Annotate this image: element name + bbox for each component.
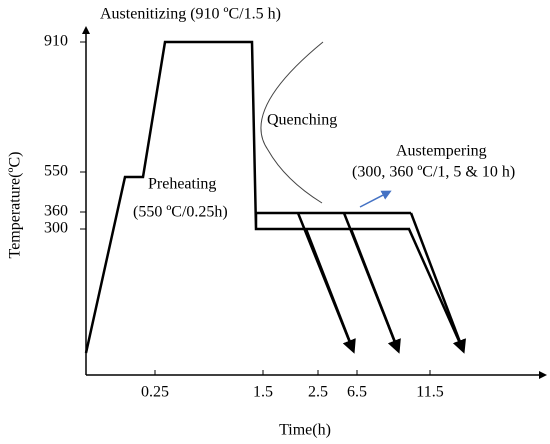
x-tick-label: 1.5 xyxy=(253,384,273,401)
x-tick-label: 0.25 xyxy=(141,384,169,401)
annotation: (550 ºC/0.25h) xyxy=(133,204,228,221)
annotation: Austempering xyxy=(396,143,487,160)
x-tick-label: 11.5 xyxy=(416,384,443,401)
title: Austenitizing (910 ºC/1.5 h) xyxy=(100,6,281,23)
x-axis-label: Time(h) xyxy=(279,422,331,439)
y-tick-label: 910 xyxy=(44,33,68,50)
annotation: Quenching xyxy=(267,112,337,129)
y-tick-label: 300 xyxy=(44,220,68,237)
y-tick-label: 550 xyxy=(44,163,68,180)
cooling-lines xyxy=(296,212,466,354)
y-axis-label: Temperature(ºC) xyxy=(7,152,24,259)
x-tick-label: 2.5 xyxy=(308,384,328,401)
y-ticks: 910 550 360 300 xyxy=(44,33,86,237)
annotation: Preheating xyxy=(148,176,216,193)
blue-arrow xyxy=(359,190,392,208)
x-tick-label: 6.5 xyxy=(347,384,367,401)
annotation: (300, 360 ºC/1, 5 & 10 h) xyxy=(352,164,515,181)
process-curve xyxy=(84,40,411,354)
y-tick-label: 360 xyxy=(44,203,68,220)
x-ticks: 0.25 1.5 2.5 6.5 11.5 xyxy=(141,370,444,401)
quenching-curve xyxy=(260,41,324,204)
